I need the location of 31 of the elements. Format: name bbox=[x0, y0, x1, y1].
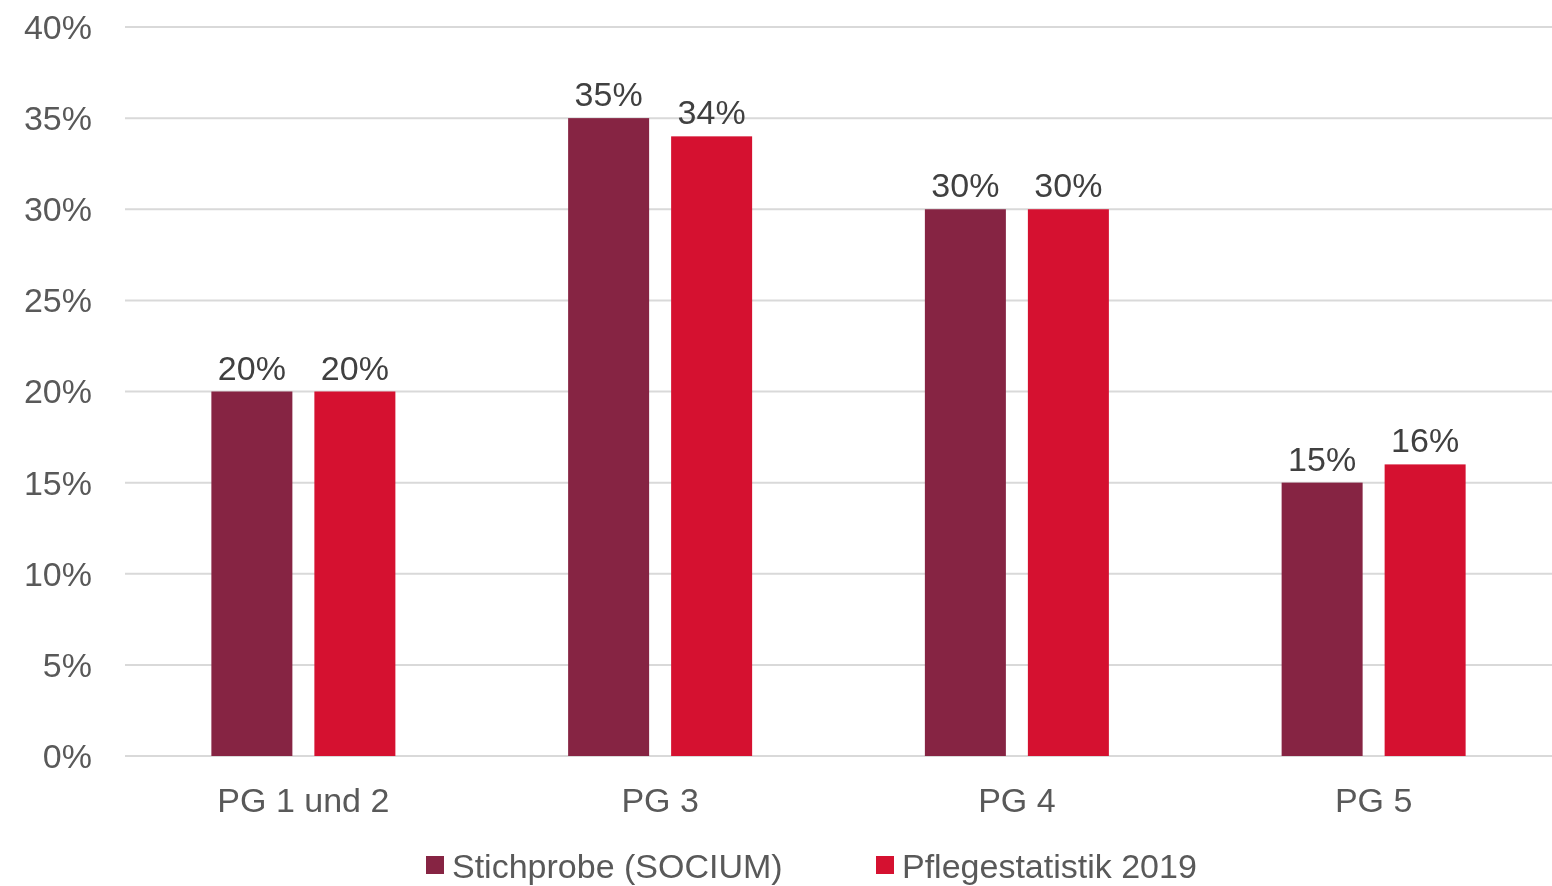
y-tick-label: 5% bbox=[42, 645, 92, 684]
bar bbox=[568, 118, 650, 756]
text: 20% bbox=[217, 348, 286, 387]
bar bbox=[1027, 209, 1109, 756]
x-tick-label: PG 5 bbox=[1334, 781, 1413, 819]
x-tick-label: PG 3 bbox=[621, 781, 699, 819]
text: 16% bbox=[1391, 421, 1460, 460]
x-tick-label: PG 1 und 2 bbox=[217, 781, 390, 819]
y-tick-label: 15% bbox=[23, 463, 92, 502]
y-tick-label: 20% bbox=[23, 372, 92, 411]
text: 20% bbox=[320, 348, 389, 387]
text: 30% bbox=[1034, 166, 1103, 205]
y-tick-label: 30% bbox=[23, 190, 92, 229]
y-tick-label: 0% bbox=[42, 736, 92, 775]
bar bbox=[671, 136, 753, 756]
text: 30% bbox=[931, 166, 1000, 205]
y-tick-label: 35% bbox=[23, 99, 92, 138]
x-tick-label: PG 4 bbox=[978, 781, 1056, 819]
y-tick-label: 25% bbox=[23, 281, 92, 320]
bar bbox=[1384, 464, 1466, 756]
text: 34% bbox=[677, 93, 746, 132]
y-tick-label: 10% bbox=[23, 554, 92, 593]
text: 15% bbox=[1288, 439, 1357, 478]
y-tick-label: 40% bbox=[23, 7, 92, 46]
bar bbox=[1281, 482, 1363, 756]
legend-label: Pflegestatistik 2019 bbox=[902, 846, 1197, 885]
text: 35% bbox=[574, 75, 643, 114]
legend-label: Stichprobe (SOCIUM) bbox=[452, 846, 783, 885]
bar bbox=[211, 391, 293, 756]
bar bbox=[924, 209, 1006, 756]
bar bbox=[314, 391, 396, 756]
